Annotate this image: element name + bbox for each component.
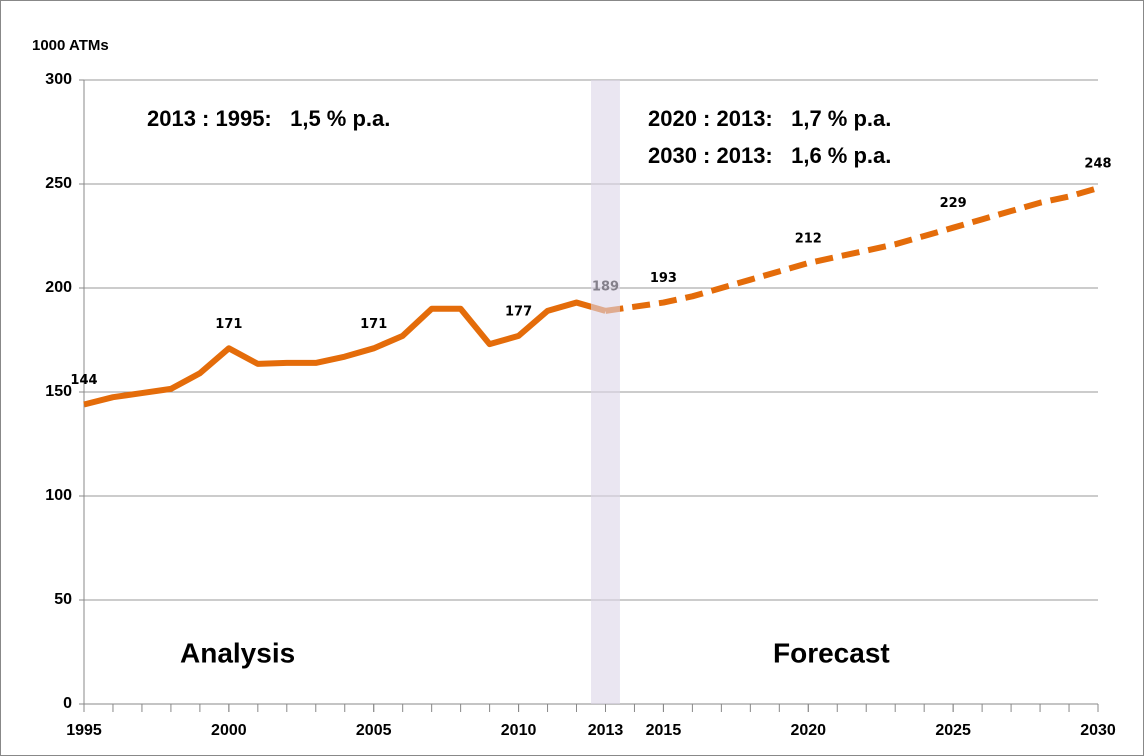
y-tick-label: 200 bbox=[45, 279, 72, 296]
y-tick-label: 50 bbox=[54, 591, 72, 608]
data-label: 212 bbox=[795, 232, 822, 247]
annotation: 2030 : 2013: 1,6 % p.a. bbox=[648, 143, 891, 168]
forecast-boundary-band bbox=[591, 80, 620, 704]
data-label: 171 bbox=[360, 317, 387, 332]
data-label: 193 bbox=[650, 271, 677, 286]
x-tick-label: 2013 bbox=[588, 722, 624, 739]
data-label: 248 bbox=[1084, 157, 1111, 172]
x-tick-label: 1995 bbox=[66, 722, 102, 739]
x-tick-label: 2010 bbox=[501, 722, 537, 739]
x-tick-label: 2005 bbox=[356, 722, 392, 739]
y-tick-label: 100 bbox=[45, 487, 72, 504]
y-tick-label: 150 bbox=[45, 383, 72, 400]
x-tick-label: 2020 bbox=[790, 722, 826, 739]
annotation: Analysis bbox=[180, 637, 295, 668]
y-tick-label: 0 bbox=[63, 695, 72, 712]
x-tick-label: 2025 bbox=[935, 722, 971, 739]
x-tick-label: 2015 bbox=[646, 722, 682, 739]
y-axis-label: 1000 ATMs bbox=[32, 37, 109, 54]
annotation: 2013 : 1995: 1,5 % p.a. bbox=[147, 106, 390, 131]
data-label: 144 bbox=[70, 373, 97, 388]
annotation: 2020 : 2013: 1,7 % p.a. bbox=[648, 106, 891, 131]
line-series bbox=[83, 299, 607, 408]
y-tick-label: 250 bbox=[45, 175, 72, 192]
y-tick-label: 300 bbox=[45, 71, 72, 88]
data-label: 171 bbox=[215, 317, 242, 332]
line-series bbox=[605, 185, 1099, 314]
data-label: 177 bbox=[505, 304, 532, 319]
x-tick-label: 2030 bbox=[1080, 722, 1116, 739]
annotation: Forecast bbox=[773, 637, 890, 668]
data-label: 229 bbox=[940, 196, 967, 211]
x-tick-label: 2000 bbox=[211, 722, 247, 739]
